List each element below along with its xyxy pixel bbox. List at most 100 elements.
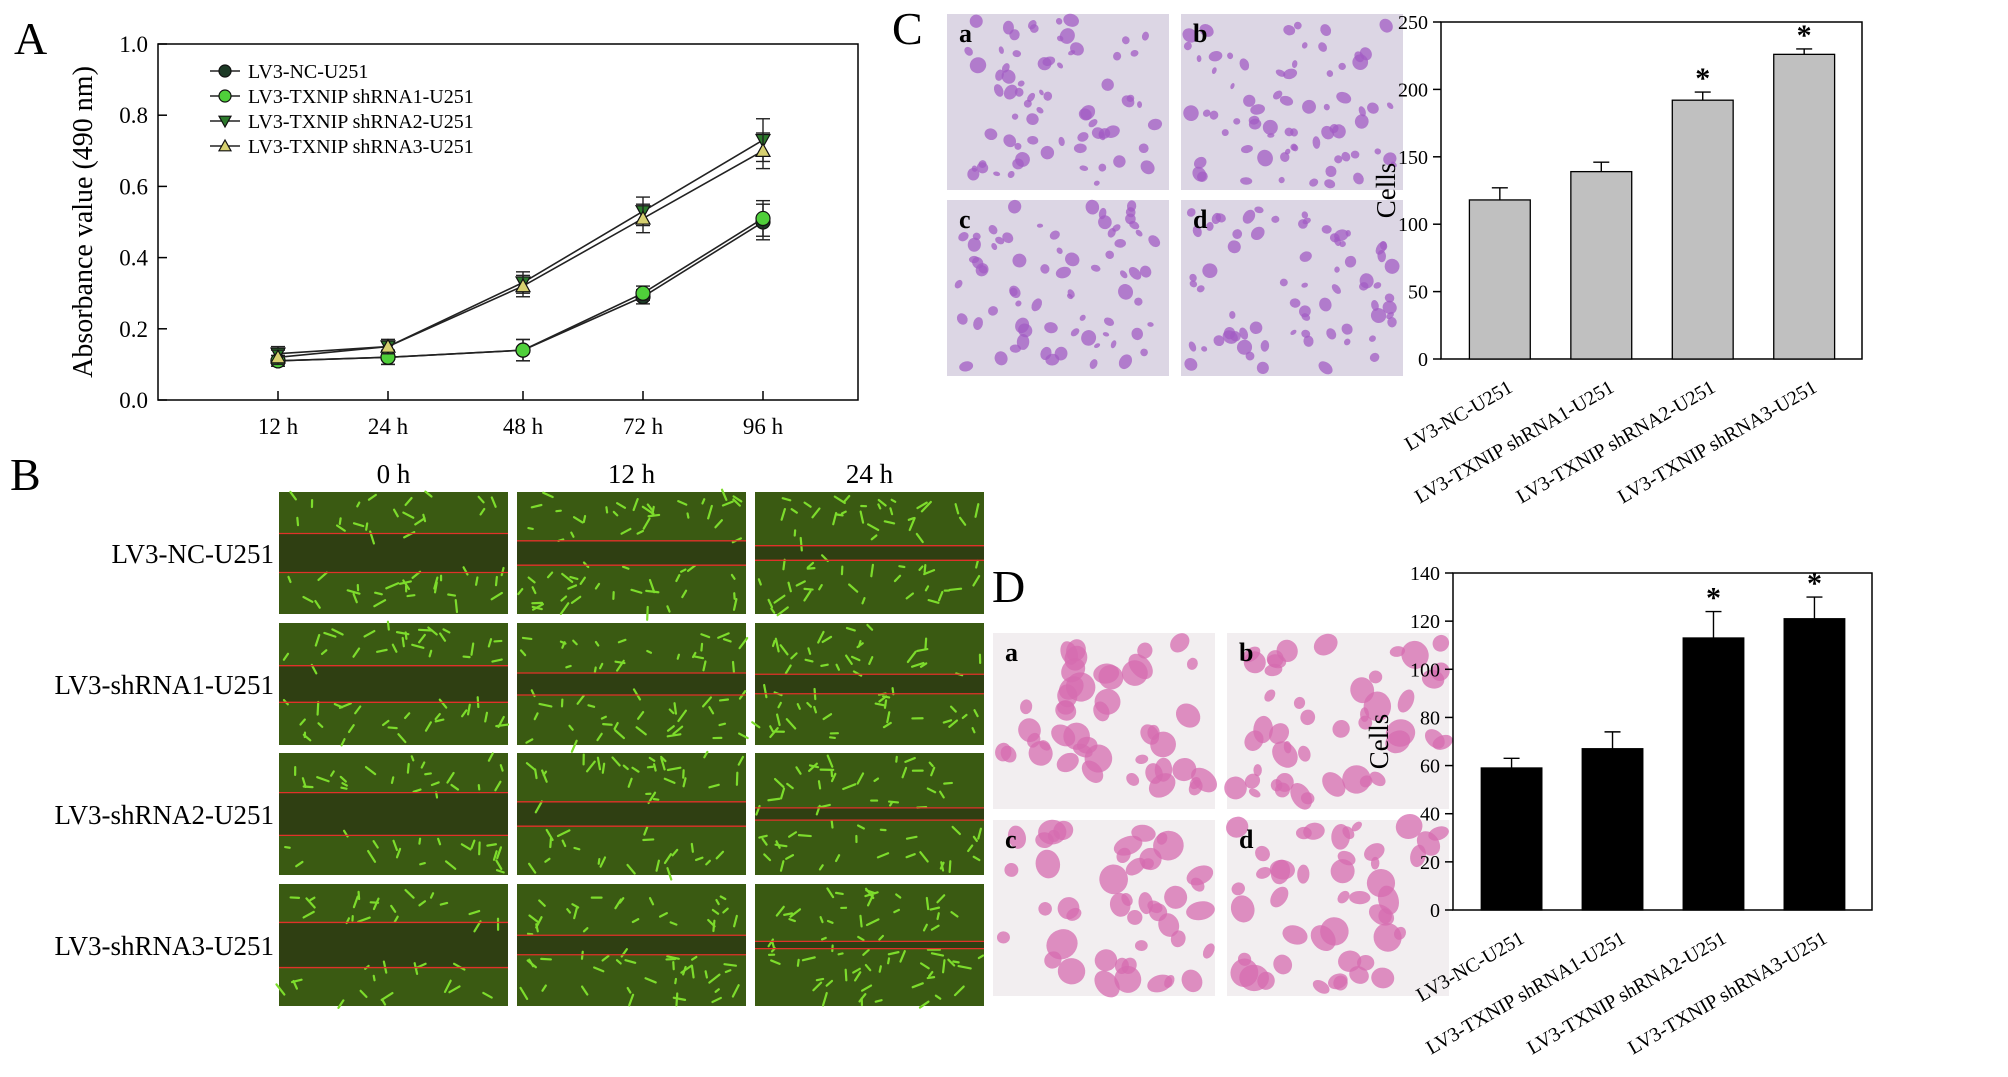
- panelDimgs-cell: [1313, 633, 1338, 656]
- panel-b-cell: [806, 567, 816, 570]
- panelCimgs-cell: [1373, 282, 1382, 289]
- chart-a-series-line-3: [277, 139, 764, 355]
- panel-b-cell: [866, 623, 874, 631]
- panelDimgs-cell: [1359, 775, 1373, 788]
- panelDimgs-cell: [1303, 822, 1325, 840]
- panelCimgs-cell: [1227, 52, 1234, 60]
- panel-b-cell: [899, 950, 906, 963]
- panelCimgs-cell: [1332, 124, 1346, 139]
- panel-b-row-label: LV3-shRNA1-U251: [54, 670, 274, 700]
- panel-b-cell: [722, 638, 732, 643]
- panel-b-cell: [401, 636, 405, 648]
- panelCimgs-cell: [1262, 119, 1278, 135]
- panelDimgs-cell: [1395, 813, 1423, 840]
- panel-b-cell: [528, 958, 535, 968]
- panel-b-cell: [974, 503, 980, 518]
- panelCimgs-cell: [1130, 49, 1139, 57]
- panelCimgs-cell: [956, 313, 968, 325]
- panel-b-cell: [491, 658, 503, 663]
- panelCimgs-cell: [973, 317, 983, 330]
- panelCimgs-cell: [1054, 346, 1068, 361]
- panel-b-cell: [947, 958, 956, 967]
- panelDimgs-cell: [1164, 885, 1188, 909]
- panel-b-cell: [317, 722, 324, 728]
- panel-b-cell: [596, 756, 602, 771]
- panelCimgs-cell: [1336, 91, 1352, 104]
- panel-b-cell: [692, 655, 705, 660]
- panel-b-cell: [677, 500, 688, 506]
- panel-b-cell: [309, 896, 316, 902]
- panelCimgs-cell: [1009, 344, 1021, 353]
- panelCimgs-cell: [1293, 21, 1302, 30]
- panel-b-cell: [282, 652, 290, 661]
- panel-b-cell: [682, 777, 687, 788]
- panel-b-cell: [339, 775, 347, 783]
- panel-b-cell: [707, 918, 716, 928]
- panel-b-cell: [674, 977, 678, 985]
- panelCimgs-cell: [1211, 67, 1217, 75]
- panel-b-cell: [874, 999, 883, 1003]
- panel-b-cell: [540, 957, 552, 961]
- panelDimgs-cell: [1270, 886, 1289, 908]
- panel-b-cell: [751, 721, 761, 729]
- panelDimgs-cell: [1181, 969, 1203, 993]
- panel-b-cell: [470, 642, 475, 656]
- panel-b-cell: [462, 655, 471, 659]
- chartC-bar: [1570, 170, 1633, 360]
- panelDimgs-cell: [1172, 757, 1197, 782]
- chart-chartD-frame: [1452, 572, 1873, 911]
- panel-b-cell: [834, 891, 844, 896]
- panel-b-cell: [949, 705, 957, 713]
- panel-b-cell: [861, 597, 866, 605]
- chartD-ytick-label: 20: [1420, 852, 1440, 874]
- panelDimgs-cell: [1066, 907, 1082, 921]
- panel-d-micrographs: a b c d: [993, 633, 1453, 998]
- panelDimgs-cell: [1073, 743, 1093, 758]
- panel-letter-b: B: [10, 449, 41, 500]
- panelCimgs-cell: [1128, 266, 1142, 280]
- panel-b-cell: [427, 626, 438, 636]
- panelCimgs-cell: [1147, 322, 1154, 327]
- panel-b-cell: [719, 895, 727, 901]
- panel-b-cell: [840, 510, 847, 515]
- panel-b-cell: [675, 992, 679, 1007]
- panel-b-cell: [796, 958, 800, 967]
- chartD-ytick-label: 140: [1410, 563, 1440, 585]
- panel-b-cell: [666, 867, 673, 881]
- panelCimgs-cell: [1359, 273, 1374, 289]
- panel-b-cell: [614, 729, 626, 740]
- panel-b-cell: [848, 583, 859, 593]
- panel-b-cell: [808, 762, 818, 773]
- panelDimgs-cell: [1432, 634, 1450, 652]
- panelCimgs-cell: [1334, 266, 1340, 273]
- panelDimgs-cell: [1248, 788, 1261, 798]
- panelCimgs-cell: [1001, 63, 1010, 73]
- panel-b-cell: [852, 967, 861, 974]
- panelDimgs-cell: [1385, 719, 1416, 747]
- panel-b-cell: [666, 733, 682, 738]
- panel-b-cell: [714, 519, 723, 529]
- panel-b-cell: [599, 856, 607, 868]
- panel-b-cell: [647, 513, 661, 518]
- panelCimgs-cell: [1189, 273, 1197, 282]
- panel-b-cell: [316, 700, 320, 716]
- panelDimgs-cell: [1139, 847, 1162, 871]
- panel-b-cell: [686, 512, 690, 519]
- panel-b-cell: [911, 982, 924, 989]
- panel-b-cell: [602, 723, 613, 726]
- panelCimgs-cell: [1057, 62, 1064, 69]
- chartC-ylabel: Cells: [1371, 163, 1401, 219]
- panelCimgs-cell: [1098, 128, 1111, 139]
- panelCimgs-cell: [1009, 285, 1021, 299]
- panel-b-cell: [295, 860, 304, 868]
- chartC-ytick-label: 100: [1398, 214, 1428, 236]
- panel-b-cell: [782, 558, 786, 571]
- panel-b-cell: [490, 591, 504, 601]
- panelCimgs-cell: [1137, 101, 1143, 108]
- panel-b-cell: [655, 859, 661, 872]
- panel-b-cell: [938, 790, 945, 799]
- panel-b-cell: [643, 825, 649, 836]
- panel-b-cell: [820, 936, 827, 941]
- panelCimgs-cell: [1260, 340, 1270, 352]
- panel-b-cell: [878, 934, 885, 941]
